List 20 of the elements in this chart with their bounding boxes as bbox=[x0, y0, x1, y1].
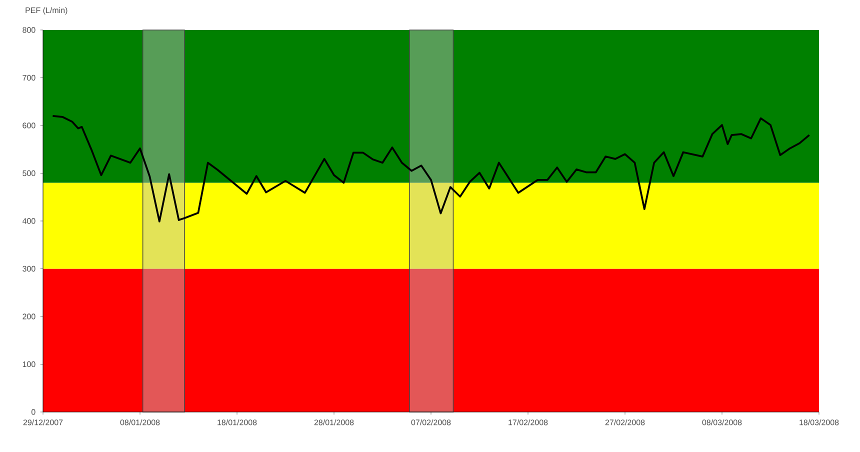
y-tick-label: 100 bbox=[22, 361, 36, 368]
y-tick-label: 0 bbox=[32, 409, 36, 415]
x-tick-label: 08/01/2008 bbox=[120, 419, 160, 426]
y-tick-label: 400 bbox=[22, 218, 36, 224]
x-tick-label: 18/01/2008 bbox=[218, 419, 257, 426]
y-tick-label: 500 bbox=[22, 170, 36, 176]
x-tick-label: 18/03/2008 bbox=[800, 419, 839, 426]
x-tick-label: 07/02/2008 bbox=[411, 419, 451, 426]
y-tick-label: 800 bbox=[22, 27, 36, 33]
x-tick-label: 08/03/2008 bbox=[702, 419, 742, 426]
x-tick-label: 29/12/2007 bbox=[23, 419, 63, 426]
y-tick-label: 300 bbox=[22, 266, 36, 272]
y-tick-label: 600 bbox=[22, 122, 36, 128]
y-tick-label: 200 bbox=[22, 314, 36, 320]
x-tick-label: 28/01/2008 bbox=[314, 419, 354, 426]
y-axis-title: PEF (L/min) bbox=[26, 7, 68, 15]
y-tick-label: 700 bbox=[22, 74, 36, 81]
line-series bbox=[52, 115, 810, 222]
x-tick-label: 17/02/2008 bbox=[508, 419, 548, 426]
x-tick-label: 27/02/2008 bbox=[605, 419, 645, 426]
